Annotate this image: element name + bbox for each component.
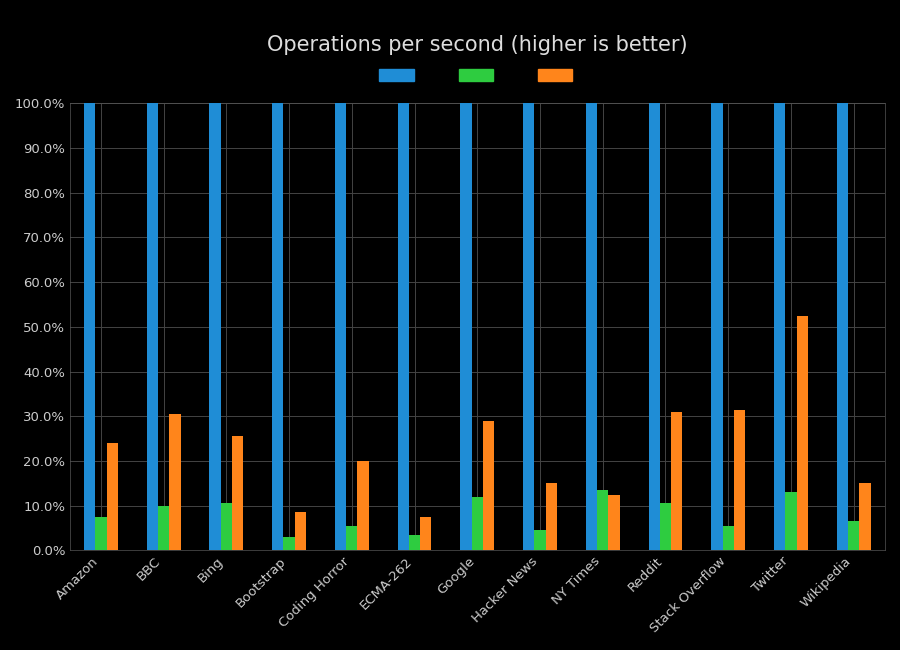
Bar: [786, 492, 796, 551]
Bar: [398, 103, 409, 551]
Bar: [535, 530, 545, 551]
Bar: [95, 517, 106, 551]
Bar: [848, 521, 860, 551]
Bar: [420, 517, 431, 551]
Bar: [545, 484, 557, 551]
Bar: [147, 103, 158, 551]
Bar: [335, 103, 346, 551]
Bar: [774, 103, 786, 551]
Bar: [837, 103, 848, 551]
Bar: [357, 461, 369, 551]
Bar: [294, 512, 306, 551]
Title: Operations per second (higher is better): Operations per second (higher is better): [267, 34, 688, 55]
Bar: [158, 506, 169, 551]
Bar: [586, 103, 597, 551]
Bar: [106, 443, 118, 551]
Bar: [734, 410, 745, 551]
Bar: [711, 103, 723, 551]
Bar: [472, 497, 483, 551]
Bar: [460, 103, 472, 551]
Bar: [649, 103, 660, 551]
Bar: [220, 504, 232, 551]
Bar: [523, 103, 535, 551]
Bar: [84, 103, 95, 551]
Bar: [608, 495, 620, 551]
Bar: [210, 103, 220, 551]
Bar: [272, 103, 284, 551]
Legend: , , : , ,: [374, 63, 580, 88]
Bar: [169, 414, 181, 551]
Bar: [232, 436, 243, 551]
Bar: [483, 421, 494, 551]
Bar: [346, 526, 357, 551]
Bar: [284, 537, 294, 551]
Bar: [660, 504, 671, 551]
Bar: [409, 535, 420, 551]
Bar: [597, 490, 608, 551]
Bar: [723, 526, 734, 551]
Bar: [796, 316, 808, 551]
Bar: [671, 412, 682, 551]
Bar: [860, 484, 870, 551]
